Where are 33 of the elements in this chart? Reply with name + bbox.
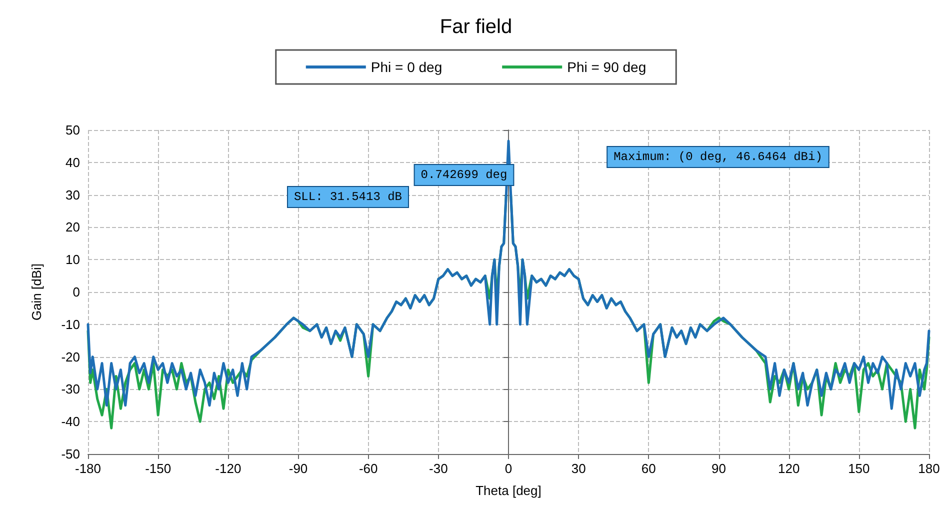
y-tick-label: 40 [66,154,80,170]
y-tick-label: 50 [66,122,80,138]
y-tick-label: -50 [61,446,80,462]
x-tick-label: 150 [848,461,870,476]
x-tick-label: 60 [641,461,656,476]
x-tick-label: -30 [429,461,448,476]
y-tick-label: 0 [72,284,80,300]
line-series [86,140,930,410]
chart-title: Far field [440,16,512,38]
x-tick-label: -150 [145,461,172,476]
x-tick-label: 30 [571,461,586,476]
y-axis-title: Gain [dBi] [29,263,44,321]
y-tick-label: -30 [61,382,80,397]
annotation: 0.742699 deg [420,168,508,182]
y-tick-label: -20 [61,349,80,364]
y-tick-label: 20 [66,220,80,235]
y-tick-label: -40 [61,414,80,430]
legend-label: Phi = 90 deg [567,59,646,75]
x-tick-label: 120 [778,461,800,476]
x-tick-label: -90 [288,461,308,476]
annotation: SLL: 31.5413 dB [294,190,402,204]
y-tick-label: 10 [66,252,80,268]
annotation: Maximum: (0 deg, 46.6464 dBi) [614,150,822,164]
x-tick-label: -60 [358,461,378,476]
y-tick-label: -10 [61,316,80,332]
x-tick-label: 180 [918,461,940,476]
x-tick-label: 90 [712,461,726,476]
legend-label: Phi = 0 deg [370,59,442,75]
x-tick-label: 0 [504,461,512,476]
y-tick-label: 30 [66,187,80,202]
x-tick-label: -180 [74,461,102,476]
x-tick-label: -120 [215,461,242,476]
x-axis-title: Theta [deg] [476,483,542,498]
